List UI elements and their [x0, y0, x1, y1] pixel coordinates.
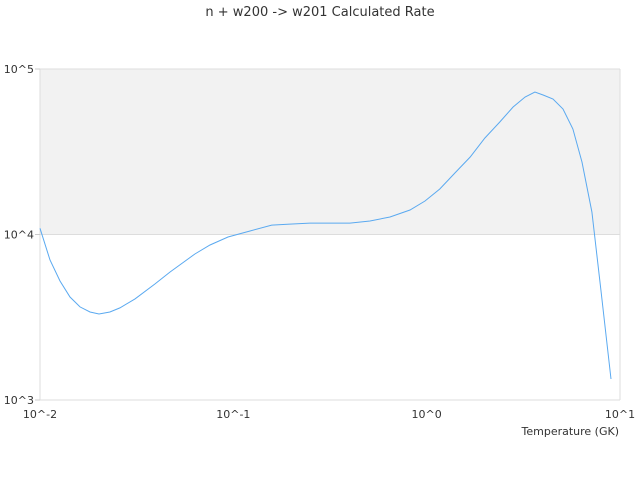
x-tick-label: 10^1 [605, 408, 635, 421]
x-axis-label: Temperature (GK) [521, 425, 620, 438]
y-tick-label: 10^3 [4, 394, 34, 407]
y-tick-label: 10^5 [4, 63, 34, 76]
grid-band [40, 69, 620, 235]
x-tick-label: 10^0 [412, 408, 442, 421]
x-tick-label: 10^-1 [216, 408, 250, 421]
y-tick-label: 10^4 [4, 229, 34, 242]
chart-title: n + w200 -> w201 Calculated Rate [205, 5, 434, 20]
x-tick-label: 10^-2 [23, 408, 57, 421]
series-line [39, 91, 612, 380]
